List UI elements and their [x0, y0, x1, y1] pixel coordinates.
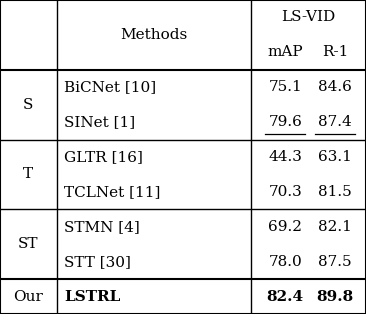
Text: 84.6: 84.6	[318, 80, 352, 94]
Text: STMN [4]: STMN [4]	[64, 220, 140, 234]
Text: TCLNet [11]: TCLNet [11]	[64, 185, 160, 199]
Text: 81.5: 81.5	[318, 185, 352, 199]
Text: LSTRL: LSTRL	[64, 290, 120, 304]
Text: 82.1: 82.1	[318, 220, 352, 234]
Text: 79.6: 79.6	[268, 115, 302, 129]
Text: 70.3: 70.3	[268, 185, 302, 199]
Text: 82.4: 82.4	[267, 290, 304, 304]
Text: Methods: Methods	[120, 28, 187, 42]
Text: GLTR [16]: GLTR [16]	[64, 150, 143, 164]
Text: 87.4: 87.4	[318, 115, 352, 129]
Text: 89.8: 89.8	[316, 290, 354, 304]
Text: 75.1: 75.1	[268, 80, 302, 94]
Text: mAP: mAP	[268, 45, 303, 59]
Text: 78.0: 78.0	[268, 255, 302, 269]
Text: 63.1: 63.1	[318, 150, 352, 164]
Text: 87.5: 87.5	[318, 255, 352, 269]
Text: BiCNet [10]: BiCNet [10]	[64, 80, 156, 94]
Text: LS-VID: LS-VID	[281, 10, 336, 24]
Text: STT [30]: STT [30]	[64, 255, 131, 269]
Text: S: S	[23, 98, 34, 112]
Text: ST: ST	[18, 237, 39, 251]
Text: Our: Our	[14, 290, 43, 304]
Text: R-1: R-1	[322, 45, 348, 59]
Text: SINet [1]: SINet [1]	[64, 115, 135, 129]
Text: 44.3: 44.3	[268, 150, 302, 164]
Text: T: T	[23, 167, 33, 181]
Text: 69.2: 69.2	[268, 220, 302, 234]
